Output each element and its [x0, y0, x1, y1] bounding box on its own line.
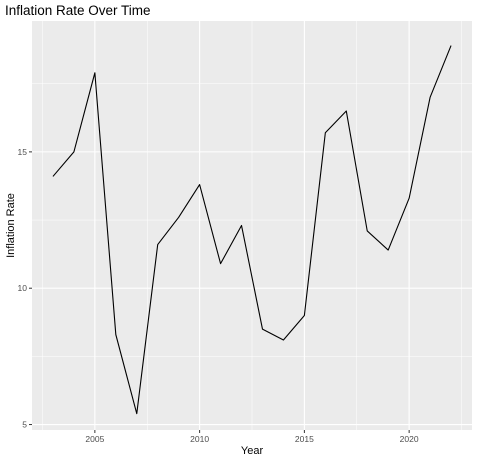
chart-title: Inflation Rate Over Time [5, 3, 151, 18]
y-axis-ticks: 5 10 15 [18, 147, 32, 430]
minor-gridlines [32, 21, 472, 430]
series-line-inflation [52, 45, 452, 415]
y-tick-label: 5 [22, 420, 27, 430]
y-tick-label: 10 [18, 283, 28, 293]
x-tick-label: 2005 [85, 434, 104, 444]
y-axis-title: Inflation Rate [5, 193, 17, 258]
x-axis-ticks: 2005 2010 2015 2020 [85, 430, 419, 444]
x-tick-label: 2010 [190, 434, 209, 444]
y-tick-label: 15 [18, 147, 28, 157]
x-tick-label: 2015 [295, 434, 314, 444]
major-gridlines [32, 21, 472, 430]
x-tick-label: 2020 [400, 434, 419, 444]
x-axis-title: Year [241, 445, 264, 457]
